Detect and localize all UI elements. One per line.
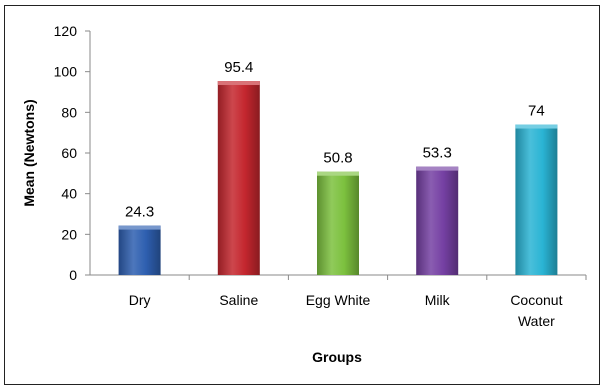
y-axis-title: Mean (Newtons): [21, 99, 37, 206]
data-label: 74: [528, 103, 545, 120]
data-label: 95.4: [224, 59, 253, 76]
data-label: 24.3: [125, 204, 154, 221]
bar-dry: [118, 225, 161, 275]
x-axis-title: Groups: [312, 349, 362, 365]
y-tick-label: 0: [69, 267, 77, 283]
bar-cap: [515, 124, 558, 129]
data-labels: 24.3 95.4 50.8 53.3 74: [125, 59, 545, 221]
bars: [118, 81, 558, 276]
bar-egg-white: [317, 171, 359, 275]
y-tick-label: 80: [61, 104, 77, 120]
bar-milk: [416, 166, 459, 275]
bar-cap: [416, 166, 459, 171]
x-tick-label: Dry: [129, 292, 151, 308]
bar-saline: [217, 81, 260, 276]
bar-cap: [317, 171, 359, 176]
bar-cap: [217, 81, 260, 86]
y-tick-label: 100: [54, 64, 78, 80]
x-tick-label: Milk: [425, 292, 451, 308]
y-tick-label: 120: [54, 23, 78, 39]
data-label: 50.8: [323, 150, 352, 167]
bar-cap: [118, 225, 161, 230]
bar-coconut-water: [515, 124, 558, 276]
chart-frame: [4, 5, 600, 385]
x-tick-label: Water: [518, 313, 555, 329]
y-tick-label: 60: [61, 145, 77, 161]
y-tick-label: 20: [61, 226, 77, 242]
y-tick-label: 40: [61, 186, 77, 202]
y-axis-ticks: 0 20 40 60 80 100 120: [54, 23, 90, 283]
x-tick-label: Egg White: [306, 292, 371, 308]
data-label: 53.3: [423, 145, 452, 162]
x-axis-ticks: Dry Saline Egg White Milk Coconut Water: [129, 275, 587, 329]
x-tick-label: Saline: [219, 292, 258, 308]
x-tick-label: Coconut: [510, 292, 562, 308]
